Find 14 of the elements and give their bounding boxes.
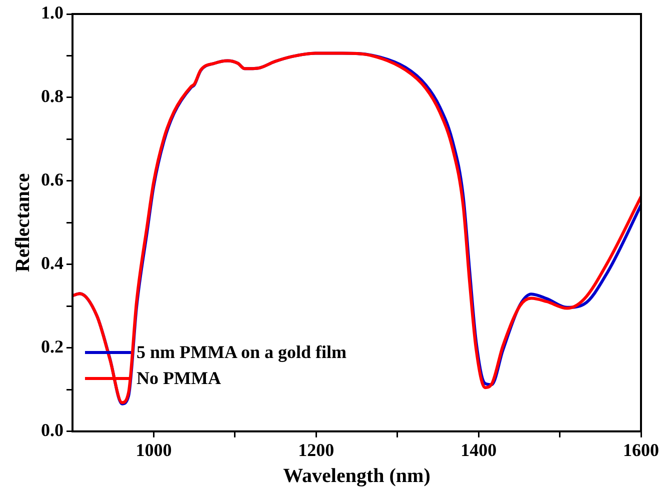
y-tick-label: 1.0 <box>41 2 64 23</box>
x-tick-label: 1400 <box>460 440 497 460</box>
x-tick-label: 1600 <box>623 440 659 460</box>
y-tick-label: 0.4 <box>41 253 64 274</box>
x-axis-title: Wavelength (nm) <box>283 465 430 488</box>
y-tick-label: 0.2 <box>41 336 64 357</box>
y-tick-label: 0.6 <box>41 170 64 190</box>
y-tick-label: 0.8 <box>41 86 64 106</box>
y-tick-label: 0.0 <box>41 420 64 440</box>
legend-label: 5 nm PMMA on a gold film <box>136 341 346 364</box>
x-tick-label: 1000 <box>136 440 172 460</box>
y-axis-title: Reflectance <box>12 173 34 272</box>
x-tick-label: 1200 <box>298 440 334 460</box>
legend-label: No PMMA <box>136 367 221 390</box>
